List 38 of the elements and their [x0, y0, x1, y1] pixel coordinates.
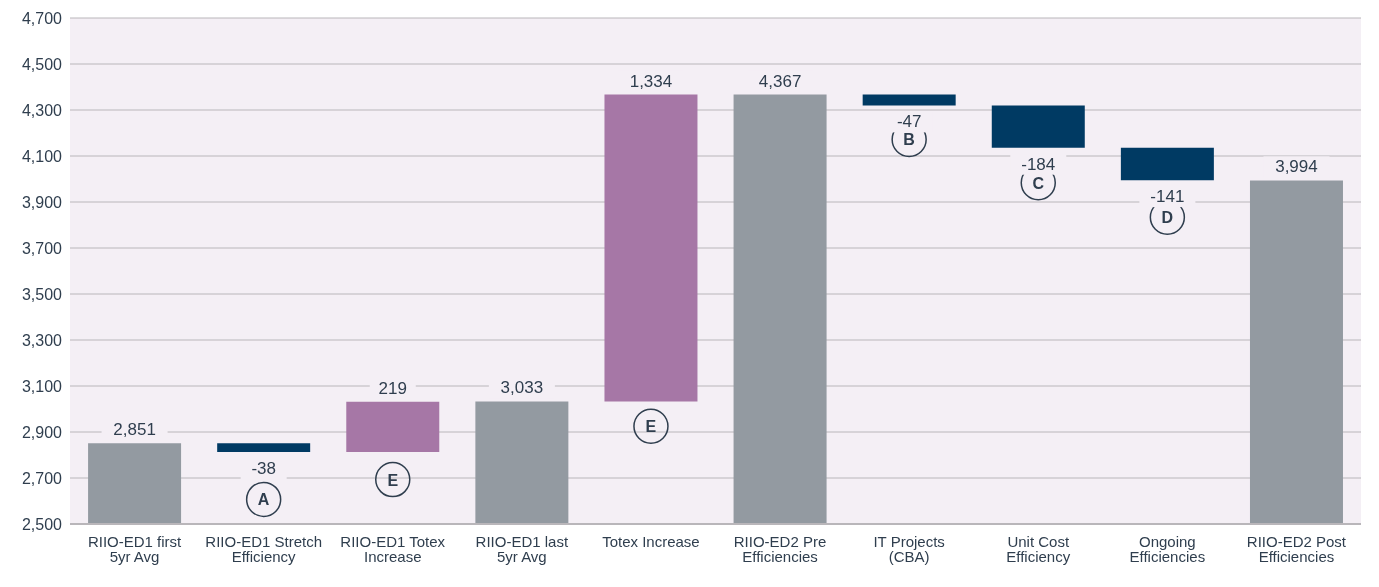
y-tick-label: 3,900	[21, 193, 63, 211]
annotation: C	[1032, 174, 1045, 192]
x-tick-label: RIIO-ED1 Stretch Efficiency	[205, 532, 322, 565]
y-tick-label: 3,300	[21, 331, 63, 349]
data-label: 1,334	[629, 71, 673, 91]
y-tick-label: 2,500	[21, 515, 63, 533]
x-tick-label: RIIO-ED1 first 5yr Avg	[87, 532, 183, 565]
y-tick-label: 4,100	[21, 147, 63, 165]
y-tick-label: 3,100	[21, 377, 63, 395]
x-tick-label: Unit Cost Efficiency	[1006, 532, 1071, 565]
data-label: 2,851	[113, 420, 156, 440]
y-tick-label: 4,700	[21, 9, 63, 27]
x-tick-label: IT Projects (CBA)	[873, 532, 945, 565]
annotation: D	[1161, 209, 1174, 227]
data-label: -38	[251, 459, 276, 479]
data-label: -141	[1150, 187, 1185, 207]
annotation: A	[257, 491, 270, 509]
annotation: B	[903, 131, 915, 149]
data-label: 3,033	[500, 378, 544, 398]
x-tick-label: Ongoing Efficiencies	[1129, 532, 1206, 565]
data-label: -47	[896, 112, 922, 132]
data-label: 4,367	[758, 71, 802, 91]
annotation: E	[387, 471, 399, 489]
data-label: -184	[1021, 154, 1056, 174]
y-tick-label: 2,700	[21, 469, 63, 487]
x-tick-label: Totex Increase	[602, 532, 700, 550]
y-tick-label: 4,300	[21, 101, 63, 119]
x-tick-label: RIIO-ED2 Post Efficiencies	[1246, 532, 1347, 565]
y-tick-label: 3,700	[21, 239, 63, 257]
data-label: 219	[378, 378, 407, 398]
x-tick-label: RIIO-ED1 last 5yr Avg	[475, 532, 569, 565]
y-tick-label: 4,500	[21, 55, 63, 73]
x-tick-label: RIIO-ED2 Pre Efficiencies	[733, 532, 827, 565]
data-label: 3,994	[1275, 157, 1318, 177]
annotation: E	[645, 418, 657, 436]
y-tick-label: 3,500	[21, 285, 63, 303]
x-tick-label: RIIO-ED1 Totex Increase	[340, 532, 446, 565]
y-tick-label: 2,900	[21, 423, 63, 441]
